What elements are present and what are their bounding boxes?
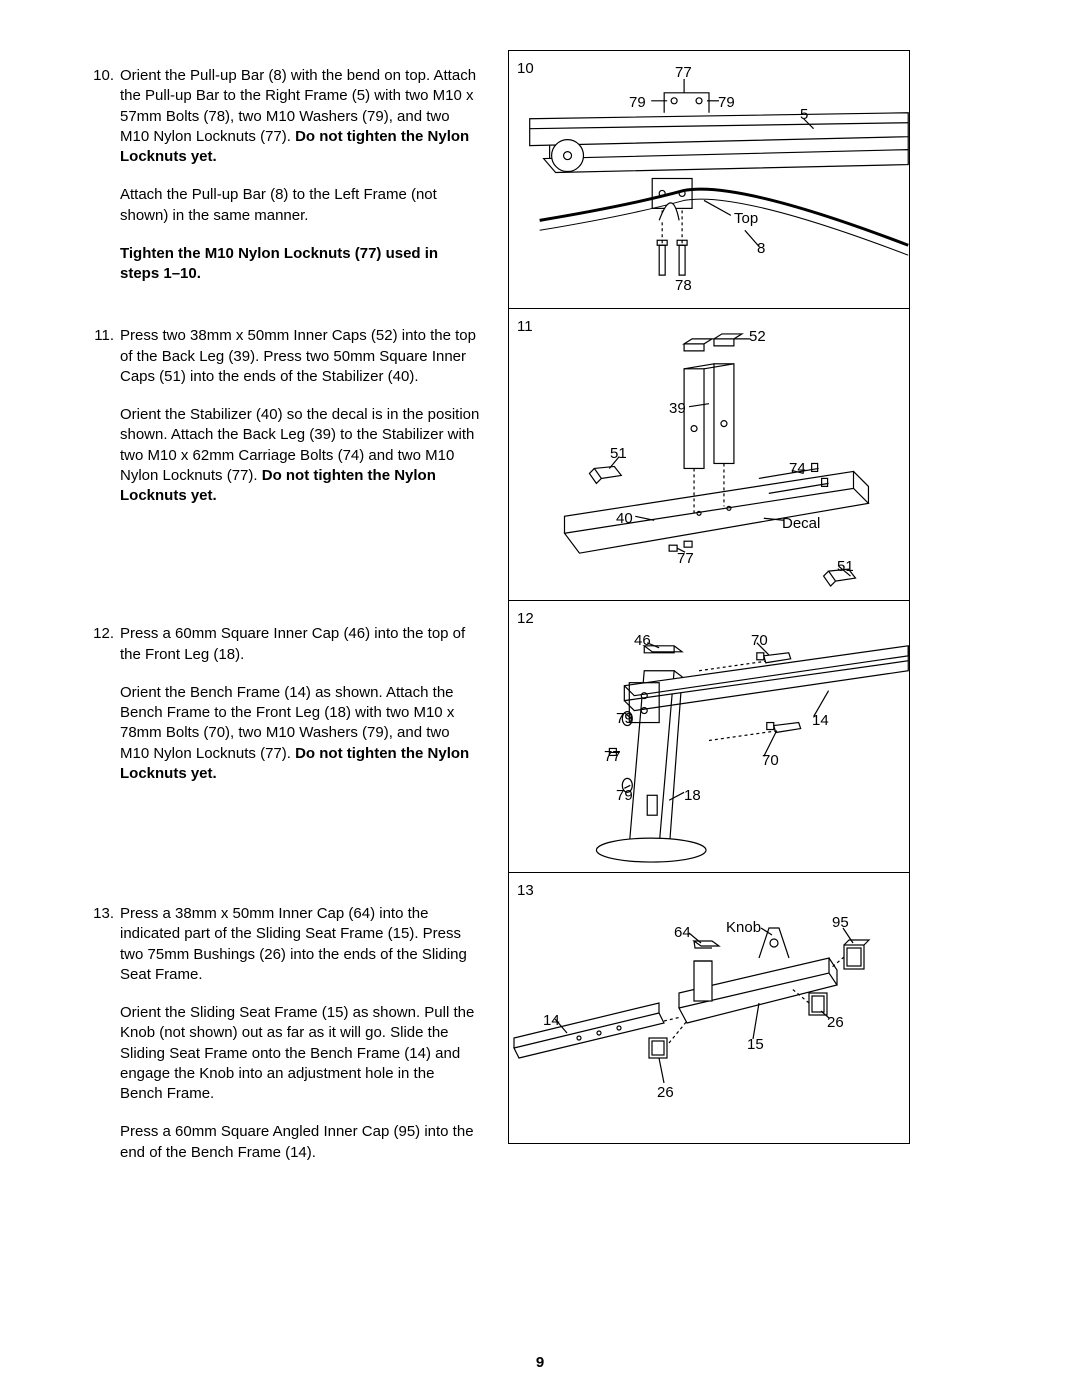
diagram-callout: 46 [634, 631, 651, 651]
diagram-callout: 14 [812, 711, 829, 731]
step-body: Press two 38mm x 50mm Inner Caps (52) in… [120, 326, 480, 506]
diagram-callout: 77 [675, 63, 692, 83]
diagram-callout: 26 [827, 1013, 844, 1033]
instruction-paragraph: Orient the Stabilizer (40) so the decal … [120, 405, 480, 506]
step-13: 13. Press a 38mm x 50mm Inner Cap (64) i… [80, 904, 480, 1163]
instruction-paragraph: Attach the Pull-up Bar (8) to the Left F… [120, 185, 480, 226]
diagram-callout: 74 [789, 459, 806, 479]
instruction-paragraph: Press two 38mm x 50mm Inner Caps (52) in… [120, 326, 480, 387]
step-number: 10. [80, 66, 120, 86]
two-column-layout: 10. Orient the Pull-up Bar (8) with the … [80, 50, 1000, 1163]
diagram-10-svg [509, 51, 909, 308]
diagram-callout: 78 [675, 276, 692, 296]
diagram-callout: Top [734, 209, 758, 229]
diagram-callout: 5 [800, 105, 808, 125]
diagram-callout: 77 [677, 549, 694, 569]
diagram-10: 10 [509, 51, 909, 309]
diagram-callout: 79 [616, 786, 633, 806]
diagram-callout: 79 [629, 93, 646, 113]
manual-page: 10. Orient the Pull-up Bar (8) with the … [0, 0, 1080, 1397]
diagram-callout: 40 [616, 509, 633, 529]
step-number: 12. [80, 624, 120, 644]
step-number: 13. [80, 904, 120, 924]
diagram-callout: 52 [749, 327, 766, 347]
step-12: 12. Press a 60mm Square Inner Cap (46) i… [80, 624, 480, 784]
diagram-callout: 51 [837, 557, 854, 577]
diagram-callout: Knob [726, 918, 761, 938]
diagram-callout: 77 [604, 747, 621, 767]
diagram-callout: 39 [669, 399, 686, 419]
diagram-callout: 8 [757, 239, 765, 259]
page-number: 9 [0, 1353, 1080, 1373]
instruction-paragraph: Press a 60mm Square Angled Inner Cap (95… [120, 1122, 480, 1163]
diagram-12: 12 [509, 601, 909, 873]
step-body: Orient the Pull-up Bar (8) with the bend… [120, 66, 480, 284]
instruction-paragraph: Orient the Pull-up Bar (8) with the bend… [120, 66, 480, 167]
step-body: Press a 38mm x 50mm Inner Cap (64) into … [120, 904, 480, 1163]
instruction-paragraph: Orient the Sliding Seat Frame (15) as sh… [120, 1003, 480, 1104]
diagram-13-svg [509, 873, 909, 1143]
diagram-callout: 15 [747, 1035, 764, 1055]
diagram-callout: 95 [832, 913, 849, 933]
diagram-12-svg [509, 601, 909, 872]
diagram-callout: Decal [782, 514, 820, 534]
diagram-13: 13 [509, 873, 909, 1143]
diagram-callout: 51 [610, 444, 627, 464]
step-body: Press a 60mm Square Inner Cap (46) into … [120, 624, 480, 784]
diagram-callout: 79 [616, 709, 633, 729]
instruction-paragraph: Press a 60mm Square Inner Cap (46) into … [120, 624, 480, 665]
diagram-callout: 70 [762, 751, 779, 771]
diagram-callout: 64 [674, 923, 691, 943]
step-11: 11. Press two 38mm x 50mm Inner Caps (52… [80, 326, 480, 506]
diagram-callout: 14 [543, 1011, 560, 1031]
diagram-callout: 26 [657, 1083, 674, 1103]
instruction-paragraph: Tighten the M10 Nylon Locknuts (77) used… [120, 244, 480, 285]
diagram-callout: 18 [684, 786, 701, 806]
instruction-paragraph: Press a 38mm x 50mm Inner Cap (64) into … [120, 904, 480, 985]
instruction-paragraph: Orient the Bench Frame (14) as shown. At… [120, 683, 480, 784]
step-10: 10. Orient the Pull-up Bar (8) with the … [80, 66, 480, 284]
diagram-stack: 10 [508, 50, 910, 1144]
instructions-column: 10. Orient the Pull-up Bar (8) with the … [80, 50, 480, 1163]
diagram-callout: 70 [751, 631, 768, 651]
diagram-11: 11 [509, 309, 909, 601]
step-number: 11. [80, 326, 120, 346]
diagrams-column: 10 [508, 50, 908, 1163]
diagram-callout: 79 [718, 93, 735, 113]
